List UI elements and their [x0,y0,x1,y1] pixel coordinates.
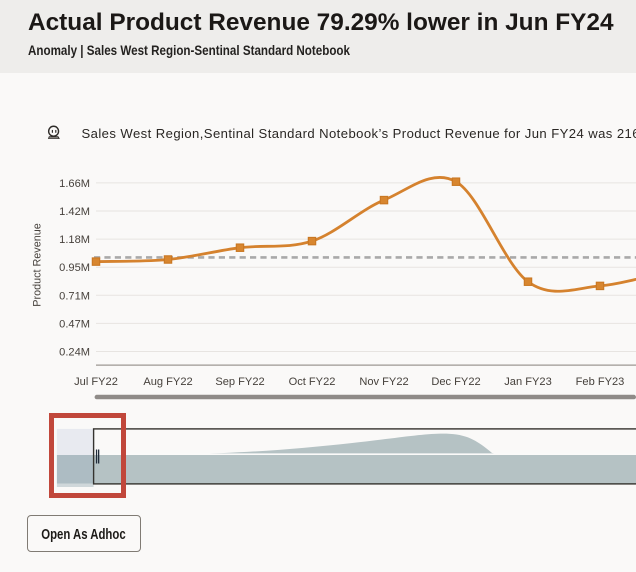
svg-text:Sep FY22: Sep FY22 [215,376,264,388]
svg-text:0.71M: 0.71M [59,290,90,302]
svg-text:Dec FY22: Dec FY22 [431,376,480,388]
svg-text:Jan FY23: Jan FY23 [504,376,551,388]
svg-text:Nov FY22: Nov FY22 [359,376,408,388]
svg-text:Product Revenue: Product Revenue [32,223,44,306]
svg-text:0.95M: 0.95M [59,262,90,274]
svg-text:0.47M: 0.47M [59,318,90,330]
svg-text:1.42M: 1.42M [59,206,90,218]
svg-text:1.18M: 1.18M [59,234,90,246]
svg-text:Jul FY22: Jul FY22 [74,376,118,388]
svg-text:0.24M: 0.24M [59,347,90,359]
svg-text:Aug FY22: Aug FY22 [143,376,192,388]
svg-text:1.66M: 1.66M [59,178,90,190]
svg-text:Oct FY22: Oct FY22 [289,376,336,388]
svg-text:Feb FY23: Feb FY23 [576,376,625,388]
